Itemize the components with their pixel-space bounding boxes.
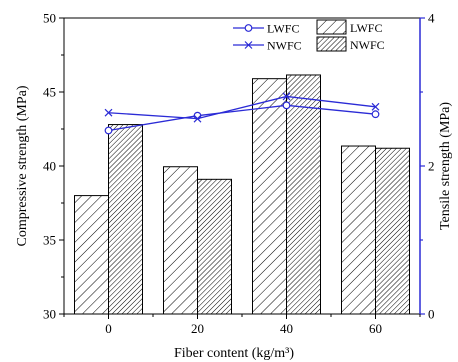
x-tick-label: 60: [369, 321, 382, 336]
line-layer: [104, 92, 380, 135]
marker-nwfc-60: [371, 102, 380, 111]
y-tick-label: 50: [43, 11, 56, 26]
x-tick-label: 0: [105, 321, 112, 336]
legend-label-nwfc: NWFC: [350, 38, 385, 52]
bar-layer: [74, 74, 410, 315]
y-tick-label: 35: [43, 233, 56, 248]
bar-lwfc-60: [341, 145, 376, 315]
line-lwfc: [108, 104, 376, 132]
legend-label-nwfc: NWFC: [267, 39, 302, 53]
y-tick-label: 30: [43, 307, 56, 322]
bar-nwfc-0: [108, 124, 143, 315]
y-axis-label: Compressive strength (MPa): [15, 85, 30, 246]
legend-label-lwfc: LWFC: [267, 22, 299, 36]
y2-tick-label: 4: [428, 11, 435, 26]
y2-tick-label: 0: [428, 307, 435, 322]
bar-nwfc-40: [286, 74, 321, 315]
legend-swatch-nwfc: [316, 36, 347, 52]
bar-lwfc-0: [74, 195, 109, 315]
bar-lwfc-20: [163, 166, 198, 315]
line-nwfc: [108, 95, 376, 120]
x-axis-label: Fiber content (kg/m³): [174, 346, 294, 361]
marker-lwfc-0: [104, 126, 113, 135]
y2-tick-label: 2: [428, 159, 435, 174]
y-tick-label: 40: [43, 159, 56, 174]
bar-nwfc-20: [197, 178, 232, 315]
marker-lwfc-40: [282, 101, 291, 110]
x-tick-label: 20: [191, 321, 204, 336]
legend-swatch-lwfc: [316, 19, 347, 35]
y-tick-label: 45: [43, 85, 56, 100]
marker-nwfc-20: [193, 114, 202, 123]
marker-nwfc-0: [104, 108, 113, 117]
marker-nwfc-40: [282, 92, 291, 101]
legend-marker-x: [244, 41, 253, 49]
y2-axis-label: Tensile strength (MPa): [438, 102, 453, 230]
legend: LWFC NWFC LWFC NWFC: [233, 19, 385, 53]
legend-label-lwfc: LWFC: [350, 21, 382, 35]
marker-lwfc-60: [371, 110, 380, 119]
bar-lwfc-40: [252, 78, 287, 315]
bar-nwfc-60: [375, 147, 410, 315]
x-tick-label: 40: [280, 321, 293, 336]
legend-marker-circle: [244, 24, 253, 32]
